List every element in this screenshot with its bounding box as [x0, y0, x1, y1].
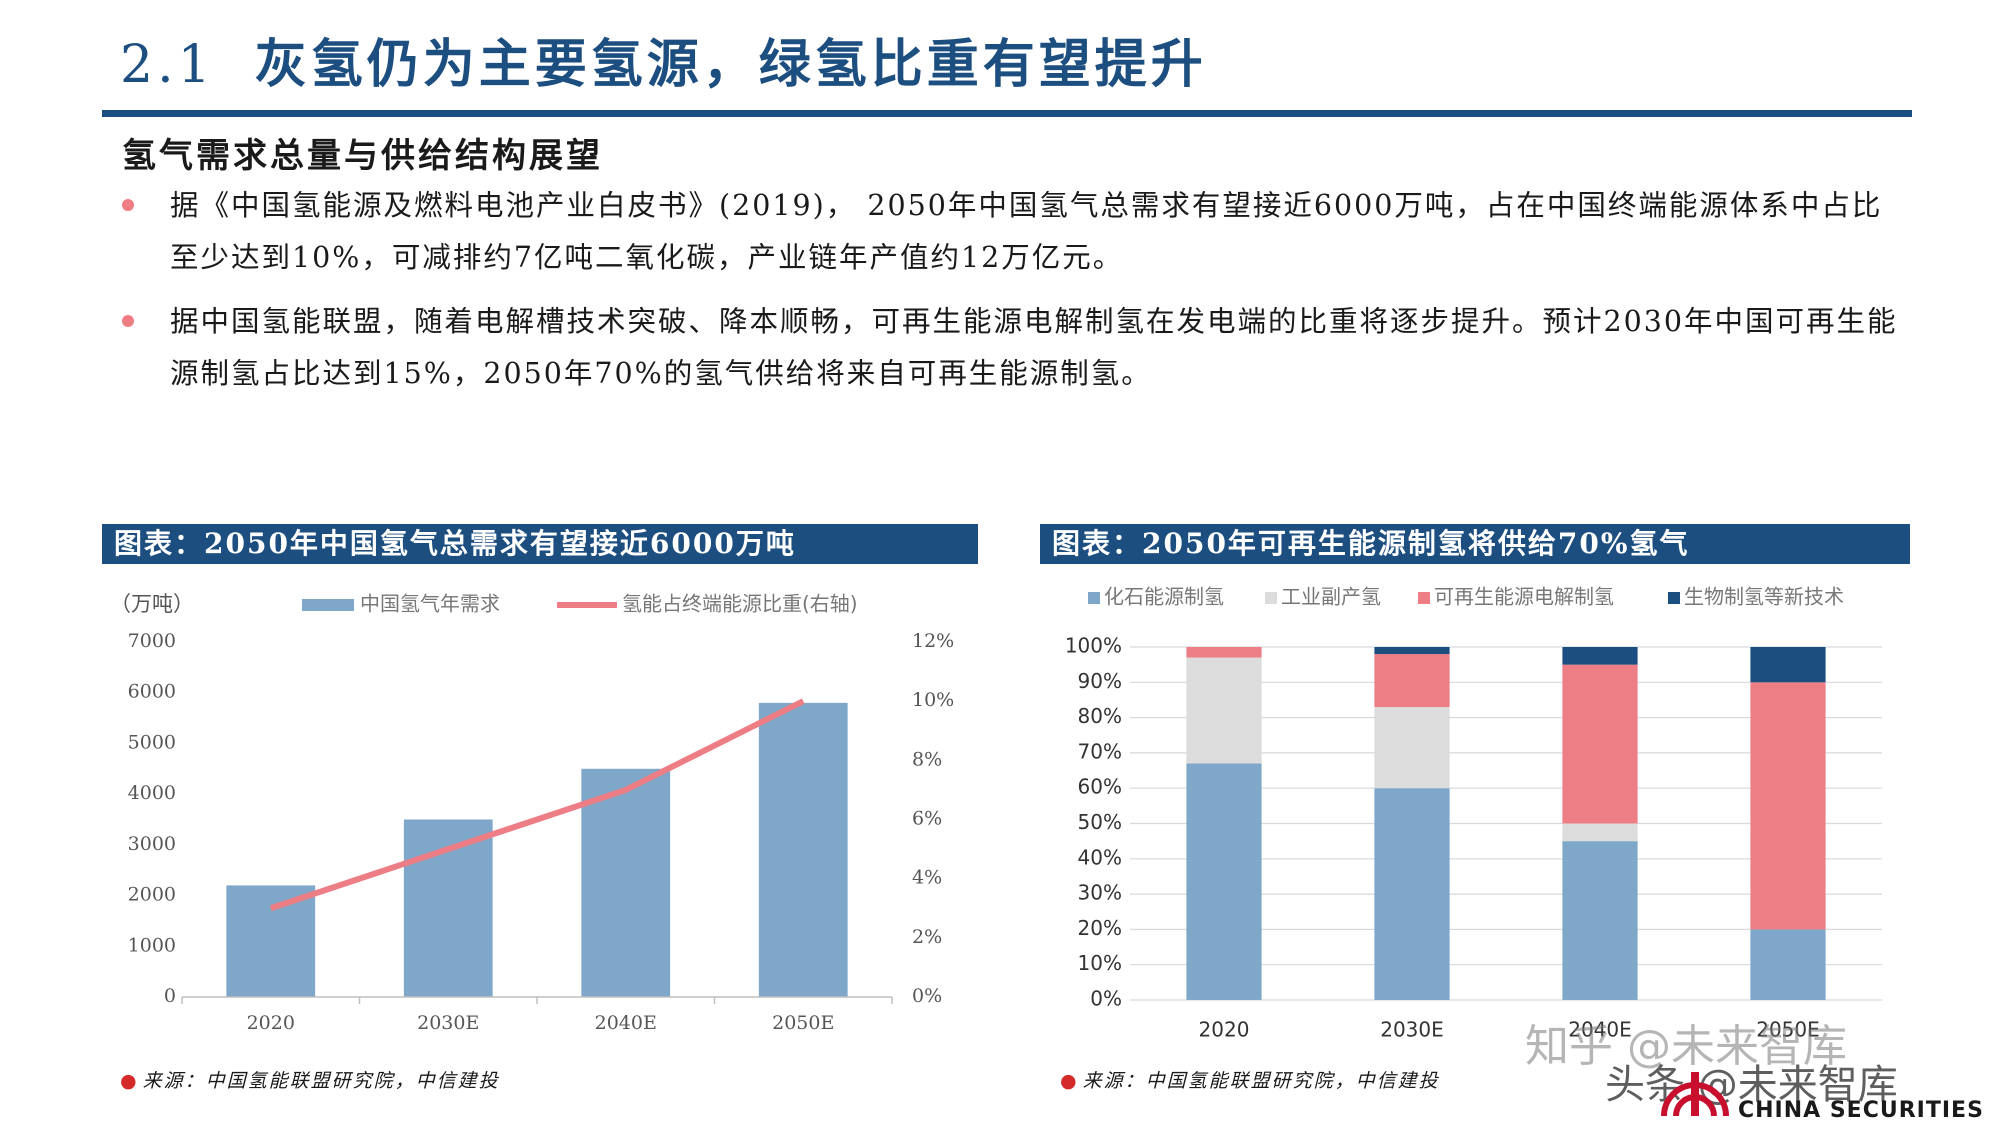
- slide-number: 2.1: [120, 35, 215, 95]
- left-chart-header: 图表：2050年中国氢气总需求有望接近6000万吨: [102, 524, 978, 564]
- stack-segment: [1562, 823, 1638, 842]
- right-y-tick-label: 12%: [912, 630, 954, 652]
- legend-label-demand: 中国氢气年需求: [360, 592, 500, 616]
- y-tick-label: 90%: [1078, 669, 1122, 693]
- demand-bar: [226, 885, 316, 997]
- bullet-item: 据《中国氢能源及燃料电池产业白皮书》(2019)， 2050年中国氢气总需求有望…: [118, 180, 1908, 284]
- right-y-tick-label: 2%: [912, 926, 942, 948]
- section-heading: 氢气需求总量与供给结构展望: [122, 136, 603, 176]
- left-y-tick-label: 6000: [128, 681, 176, 703]
- stack-segment: [1562, 664, 1638, 824]
- stack-segment: [1562, 647, 1638, 665]
- y-tick-label: 80%: [1078, 704, 1122, 728]
- stack-segment: [1750, 929, 1826, 1000]
- demand-chart: （万吨） 中国氢气年需求 氢能占终端能源比重(右轴) 0 1000 2000 3000 400…: [110, 592, 954, 1035]
- supply-structure-chart: 化石能源制氢 工业副产氢 可再生能源电解制氢 生物制氢等新技术 0% 10% 20% 30% 4…: [1065, 585, 1882, 1042]
- bullet-dot-icon: [122, 315, 134, 327]
- x-tick-label: 2030E: [1380, 1018, 1444, 1042]
- y-tick-label: 20%: [1078, 916, 1122, 940]
- title-rule: [102, 110, 1912, 117]
- logo-text: CHINA SECURITIES: [1738, 1098, 1984, 1123]
- source-dot-icon: ●: [1060, 1070, 1079, 1092]
- stack-segment: [1186, 657, 1262, 764]
- stack-segment: [1374, 788, 1450, 1000]
- x-tick-label: 2020: [247, 1012, 295, 1034]
- china-securities-logo-icon: [1661, 1072, 1729, 1117]
- bullet-dot-icon: [122, 199, 134, 211]
- x-tick-label: 2050E: [1756, 1018, 1820, 1042]
- legend-label: 可再生能源电解制氢: [1434, 585, 1614, 609]
- bullet-text: 据《中国氢能源及燃料电池产业白皮书》(2019)， 2050年中国氢气总需求有望…: [170, 189, 1883, 274]
- slide-title: 2.1 灰氢仍为主要氢源，绿氢比重有望提升: [120, 22, 1207, 97]
- left-y-tick-label: 5000: [128, 731, 176, 753]
- left-y-tick-label: 0: [164, 985, 176, 1007]
- left-y-axis-label: （万吨）: [110, 592, 194, 616]
- stack-segment: [1750, 682, 1826, 930]
- x-tick-label: 2030E: [417, 1012, 479, 1034]
- demand-bar: [758, 702, 848, 997]
- right-chart-header: 图表：2050年可再生能源制氢将供给70%氢气: [1040, 524, 1910, 564]
- right-y-tick-label: 4%: [912, 867, 942, 889]
- x-tick-label: 2040E: [1568, 1018, 1632, 1042]
- share-line: [269, 698, 805, 912]
- slide-title-text: 灰氢仍为主要氢源，绿氢比重有望提升: [254, 34, 1207, 95]
- left-y-tick-label: 4000: [128, 782, 176, 804]
- right-y-tick-label: 0%: [912, 985, 942, 1007]
- y-tick-label: 30%: [1078, 881, 1122, 905]
- legend-label: 工业副产氢: [1281, 585, 1381, 609]
- left-y-tick-label: 7000: [128, 630, 176, 652]
- stack-segment: [1374, 647, 1450, 655]
- legend-swatch: [1265, 592, 1277, 604]
- legend-swatch: [1668, 592, 1680, 604]
- y-tick-label: 60%: [1078, 775, 1122, 799]
- left-y-tick-label: 2000: [128, 884, 176, 906]
- legend-swatch-demand: [302, 599, 354, 611]
- x-tick-label: 2020: [1199, 1018, 1250, 1042]
- stack-segment: [1374, 707, 1450, 789]
- y-tick-label: 0%: [1090, 987, 1122, 1011]
- left-source-note: ● 来源：中国氢能联盟研究院，中信建投: [120, 1066, 500, 1093]
- stack-segment: [1186, 647, 1262, 658]
- legend-swatch: [1088, 592, 1100, 604]
- right-y-tick-label: 10%: [912, 689, 954, 711]
- bullet-item: 据中国氢能联盟，随着电解槽技术突破、降本顺畅，可再生能源电解制氢在发电端的比重将…: [118, 296, 1908, 400]
- source-dot-icon: ●: [120, 1070, 139, 1092]
- bullet-list: 据《中国氢能源及燃料电池产业白皮书》(2019)， 2050年中国氢气总需求有望…: [118, 180, 1908, 412]
- left-y-tick-label: 1000: [128, 934, 176, 956]
- legend-label: 化石能源制氢: [1104, 585, 1224, 609]
- right-source-note: ● 来源：中国氢能联盟研究院，中信建投: [1060, 1066, 1440, 1093]
- x-tick-label: 2050E: [772, 1012, 834, 1034]
- legend-label: 生物制氢等新技术: [1684, 585, 1844, 609]
- demand-bar: [581, 768, 671, 997]
- toutiao-watermark: 头条 @未来智库: [1605, 1062, 1898, 1108]
- x-tick-label: 2040E: [595, 1012, 657, 1034]
- right-source-text: 来源：中国氢能联盟研究院，中信建投: [1082, 1070, 1440, 1092]
- company-logo: CHINA SECURITIES: [1650, 1062, 1995, 1123]
- y-tick-label: 10%: [1078, 951, 1122, 975]
- right-y-tick-label: 8%: [912, 748, 942, 770]
- y-tick-label: 50%: [1078, 810, 1122, 834]
- y-tick-label: 100%: [1065, 634, 1122, 658]
- stack-segment: [1186, 763, 1262, 1000]
- y-tick-label: 40%: [1078, 845, 1122, 869]
- right-y-tick-label: 6%: [912, 808, 942, 830]
- bullet-text: 据中国氢能联盟，随着电解槽技术突破、降本顺畅，可再生能源电解制氢在发电端的比重将…: [170, 305, 1898, 390]
- legend-swatch: [1418, 592, 1430, 604]
- stack-segment: [1562, 841, 1638, 1000]
- zhihu-watermark: 知乎 @未来智库: [1525, 1021, 1847, 1072]
- left-y-tick-label: 3000: [128, 833, 176, 855]
- stack-segment: [1750, 647, 1826, 683]
- legend-label-share: 氢能占终端能源比重(右轴): [622, 592, 858, 616]
- stack-segment: [1374, 654, 1450, 708]
- left-source-text: 来源：中国氢能联盟研究院，中信建投: [142, 1070, 500, 1092]
- y-tick-label: 70%: [1078, 739, 1122, 763]
